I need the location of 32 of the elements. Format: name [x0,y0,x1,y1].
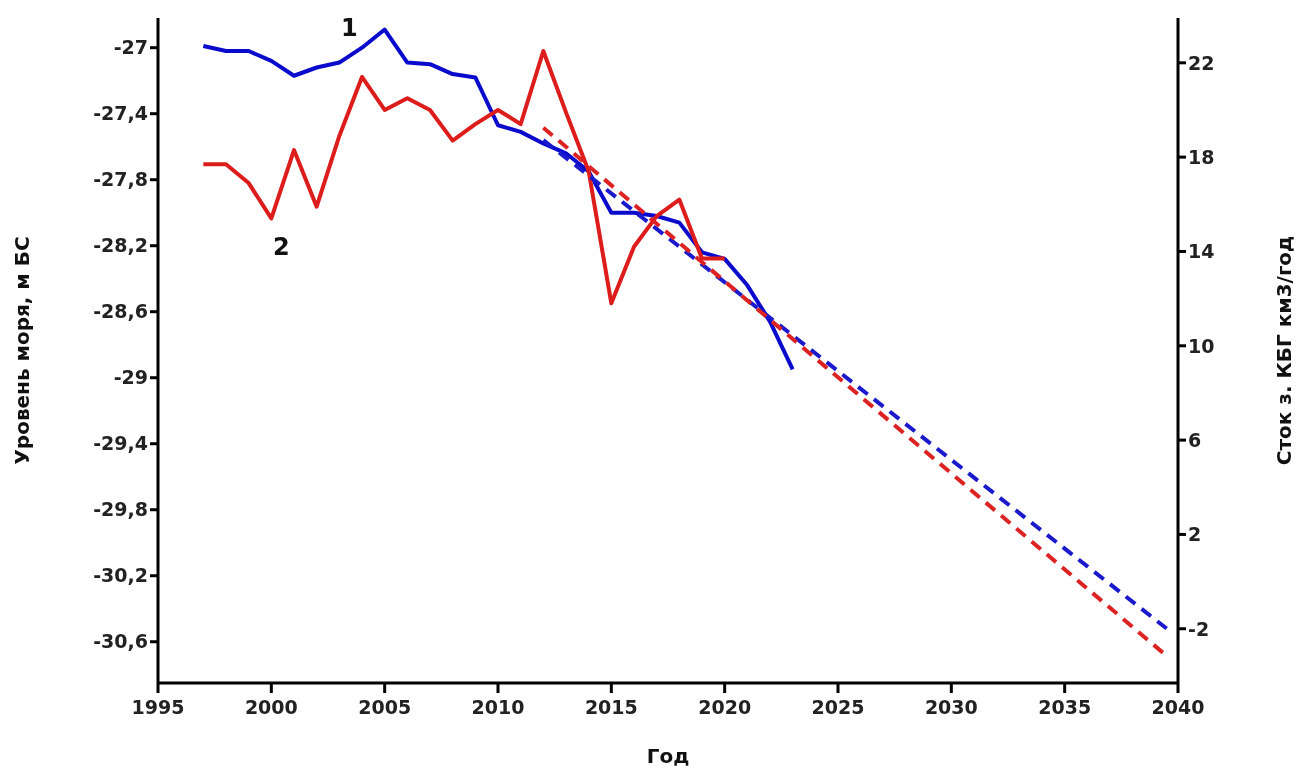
x-tick-label: 1995 [131,696,185,719]
y-tick-label: -29 [113,366,148,389]
y-axis-title: Уровень моря, м БС [10,236,35,465]
y-tick-label: -27 [113,36,148,59]
x-tick-label: 2020 [698,696,752,719]
series-label: 2 [272,233,290,262]
x-tick-label: 2035 [1038,696,1092,719]
series-label: 1 [340,13,358,42]
y2-tick-label: 2 [1188,523,1202,546]
y-tick-label: -30,6 [93,630,148,653]
y2-axis-title: Сток з. КБГ км3/год [1272,235,1297,466]
y-tick-label: -29,4 [93,432,148,455]
y2-tick-label: 10 [1188,334,1215,357]
x-tick-label: 2015 [584,696,638,719]
y-tick-label: -28,2 [93,234,148,257]
y2-tick-label: 6 [1188,428,1202,451]
y-tick-label: -28,6 [93,300,148,323]
y-tick-label: -30,2 [93,564,148,587]
y-tick-label: -29,8 [93,498,148,521]
x-tick-label: 2025 [811,696,865,719]
x-axis-title: Год [646,744,690,768]
y-tick-label: -27,4 [93,102,148,125]
x-tick-label: 2010 [471,696,525,719]
y-tick-label: -27,8 [93,168,148,191]
y2-tick-label: 14 [1188,240,1215,263]
x-tick-label: 2005 [358,696,412,719]
y2-tick-label: 22 [1188,51,1215,74]
y2-tick-label: -2 [1188,617,1210,640]
x-tick-label: 2030 [924,696,978,719]
x-tick-label: 2040 [1151,696,1205,719]
y2-tick-label: 18 [1188,145,1215,168]
x-tick-label: 2000 [244,696,298,719]
